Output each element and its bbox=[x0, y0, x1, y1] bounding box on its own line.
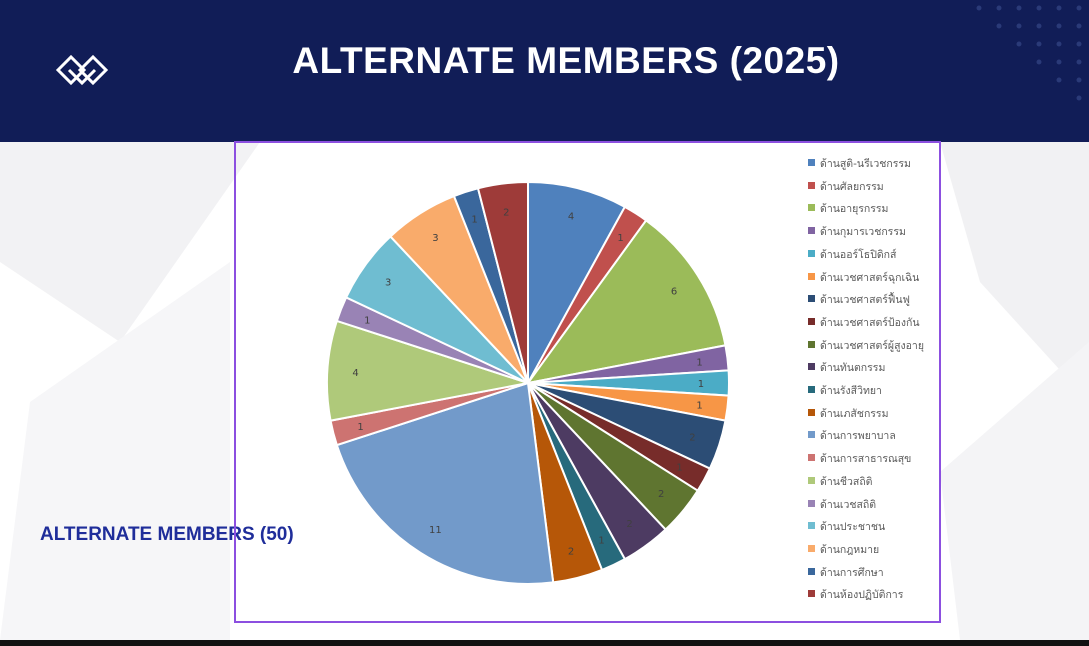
pie-slice-label-18: 3 bbox=[432, 233, 438, 244]
legend-label: ด้านอายุรกรรม bbox=[820, 203, 889, 216]
legend-item-7: ด้านเวชศาสตร์ฟื้นฟู bbox=[808, 291, 938, 307]
legend-label: ด้านเภสัชกรรม bbox=[820, 407, 889, 420]
pie-slice-label-2: 1 bbox=[617, 233, 623, 244]
pie-slice-label-17: 3 bbox=[385, 277, 391, 288]
legend-item-15: ด้านชีวสถิติ bbox=[808, 473, 938, 489]
legend-label: ด้านการศึกษา bbox=[820, 566, 884, 579]
legend-swatch bbox=[808, 363, 815, 371]
legend-item-16: ด้านเวชสถิติ bbox=[808, 496, 938, 512]
legend-label: ด้านห้องปฏิบัติการ bbox=[820, 589, 904, 602]
page-header: ALTERNATE MEMBERS (2025) bbox=[0, 0, 1089, 142]
legend-item-11: ด้านรังสีวิทยา bbox=[808, 382, 938, 398]
legend-item-20: ด้านห้องปฏิบัติการ bbox=[808, 586, 938, 602]
background-shapes bbox=[0, 142, 1089, 640]
legend-swatch bbox=[808, 454, 815, 462]
legend-label: ด้านศัลยกรรม bbox=[820, 180, 884, 193]
legend-swatch bbox=[808, 159, 815, 166]
legend-item-19: ด้านการศึกษา bbox=[808, 564, 938, 580]
legend-label: ด้านกุมารเวชกรรม bbox=[820, 226, 906, 239]
legend-swatch bbox=[808, 476, 815, 484]
legend-label: ด้านเวชศาสตร์ป้องกัน bbox=[820, 316, 920, 329]
pie-slice-label-6: 1 bbox=[696, 401, 702, 412]
legend-item-6: ด้านเวชศาสตร์ฉุกเฉิน bbox=[808, 269, 938, 285]
legend-item-8: ด้านเวชศาสตร์ป้องกัน bbox=[808, 314, 938, 330]
legend-label: ด้านเวชศาสตร์ฉุกเฉิน bbox=[820, 271, 920, 284]
legend-item-10: ด้านทันตกรรม bbox=[808, 359, 938, 375]
legend-item-4: ด้านกุมารเวชกรรม bbox=[808, 223, 938, 239]
pie-slice-label-12: 2 bbox=[568, 546, 574, 557]
legend-item-5: ด้านออร์โธปิดิกส์ bbox=[808, 246, 938, 262]
pie-slice-label-16: 1 bbox=[364, 315, 370, 326]
legend-swatch bbox=[808, 386, 815, 393]
legend-label: ด้านชีวสถิติ bbox=[820, 475, 873, 488]
pie-slice-label-3: 6 bbox=[671, 286, 677, 297]
bottom-bar bbox=[0, 640, 1089, 646]
legend-item-12: ด้านเภสัชกรรม bbox=[808, 405, 938, 421]
company-logo-icon bbox=[55, 54, 109, 86]
pie-slice-label-19: 1 bbox=[471, 215, 477, 226]
legend-swatch bbox=[808, 544, 815, 552]
legend-item-14: ด้านการสาธารณสุข bbox=[808, 450, 938, 466]
chart-frame[interactable] bbox=[234, 141, 941, 623]
legend-item-2: ด้านศัลยกรรม bbox=[808, 178, 938, 194]
legend-label: ด้านเวชศาสตร์ฟื้นฟู bbox=[820, 294, 910, 307]
pie-slice-3 bbox=[525, 218, 727, 385]
legend-swatch bbox=[808, 340, 815, 348]
page-title: ALTERNATE MEMBERS (2025) bbox=[292, 40, 840, 81]
pie-slice-13 bbox=[335, 381, 555, 585]
pie-slice-label-20: 2 bbox=[503, 208, 509, 219]
legend-item-9: ด้านเวชศาสตร์ผู้สูงอายุ bbox=[808, 337, 938, 353]
legend-item-1: ด้านสูติ-นรีเวชกรรม bbox=[808, 155, 938, 171]
pie-slice-15 bbox=[326, 319, 529, 422]
legend-swatch bbox=[808, 249, 815, 257]
legend-label: ด้านกฎหมาย bbox=[820, 543, 880, 556]
legend-item-3: ด้านอายุรกรรม bbox=[808, 200, 938, 216]
legend-swatch bbox=[808, 499, 815, 507]
pie-slice-20 bbox=[476, 180, 529, 384]
pie-slice-1 bbox=[527, 180, 627, 384]
legend-swatch bbox=[808, 408, 815, 416]
legend-label: ด้านการสาธารณสุข bbox=[820, 453, 912, 466]
legend-label: ด้านออร์โธปิดิกส์ bbox=[820, 248, 897, 261]
legend-label: ด้านการพยาบาล bbox=[820, 430, 896, 443]
legend-swatch bbox=[808, 181, 815, 189]
decorative-dot-grid bbox=[976, 5, 1082, 101]
pie-slice-label-8: 1 bbox=[676, 462, 682, 473]
pie-slice-label-14: 1 bbox=[357, 422, 363, 433]
legend-item-17: ด้านประชาชน bbox=[808, 518, 938, 534]
legend-item-13: ด้านการพยาบาล bbox=[808, 427, 938, 443]
pie-slice-label-4: 1 bbox=[696, 357, 702, 368]
legend-swatch bbox=[808, 295, 815, 303]
legend-item-18: ด้านกฎหมาย bbox=[808, 541, 938, 557]
legend-swatch bbox=[808, 590, 815, 598]
pie-slice-label-13: 11 bbox=[429, 525, 442, 536]
pie-slice-label-9: 2 bbox=[658, 489, 664, 500]
legend-swatch bbox=[808, 272, 815, 280]
pie-slice-label-1: 4 bbox=[568, 212, 574, 223]
pie-slice-label-7: 2 bbox=[689, 432, 695, 443]
legend-label: ด้านเวชสถิติ bbox=[820, 498, 877, 511]
legend-label: ด้านประชาชน bbox=[820, 521, 886, 534]
legend-label: ด้านเวชศาสตร์ผู้สูงอายุ bbox=[820, 339, 924, 352]
legend-swatch bbox=[808, 567, 815, 575]
legend-swatch bbox=[808, 431, 815, 439]
legend-label: ด้านรังสีวิทยา bbox=[820, 385, 882, 397]
pie-slice-label-10: 2 bbox=[626, 519, 632, 530]
pie-slice-label-11: 1 bbox=[598, 535, 604, 546]
legend-label: ด้านสูติ-นรีเวชกรรม bbox=[820, 158, 911, 170]
members-count-label: ALTERNATE MEMBERS (50) bbox=[40, 524, 294, 545]
legend-label: ด้านทันตกรรม bbox=[820, 362, 886, 375]
legend-swatch bbox=[808, 317, 815, 325]
legend-swatch bbox=[808, 204, 815, 212]
legend-swatch bbox=[808, 522, 815, 530]
pie-slice-label-15: 4 bbox=[352, 368, 358, 379]
pie-slice-label-5: 1 bbox=[698, 379, 704, 390]
legend-swatch bbox=[808, 227, 815, 235]
